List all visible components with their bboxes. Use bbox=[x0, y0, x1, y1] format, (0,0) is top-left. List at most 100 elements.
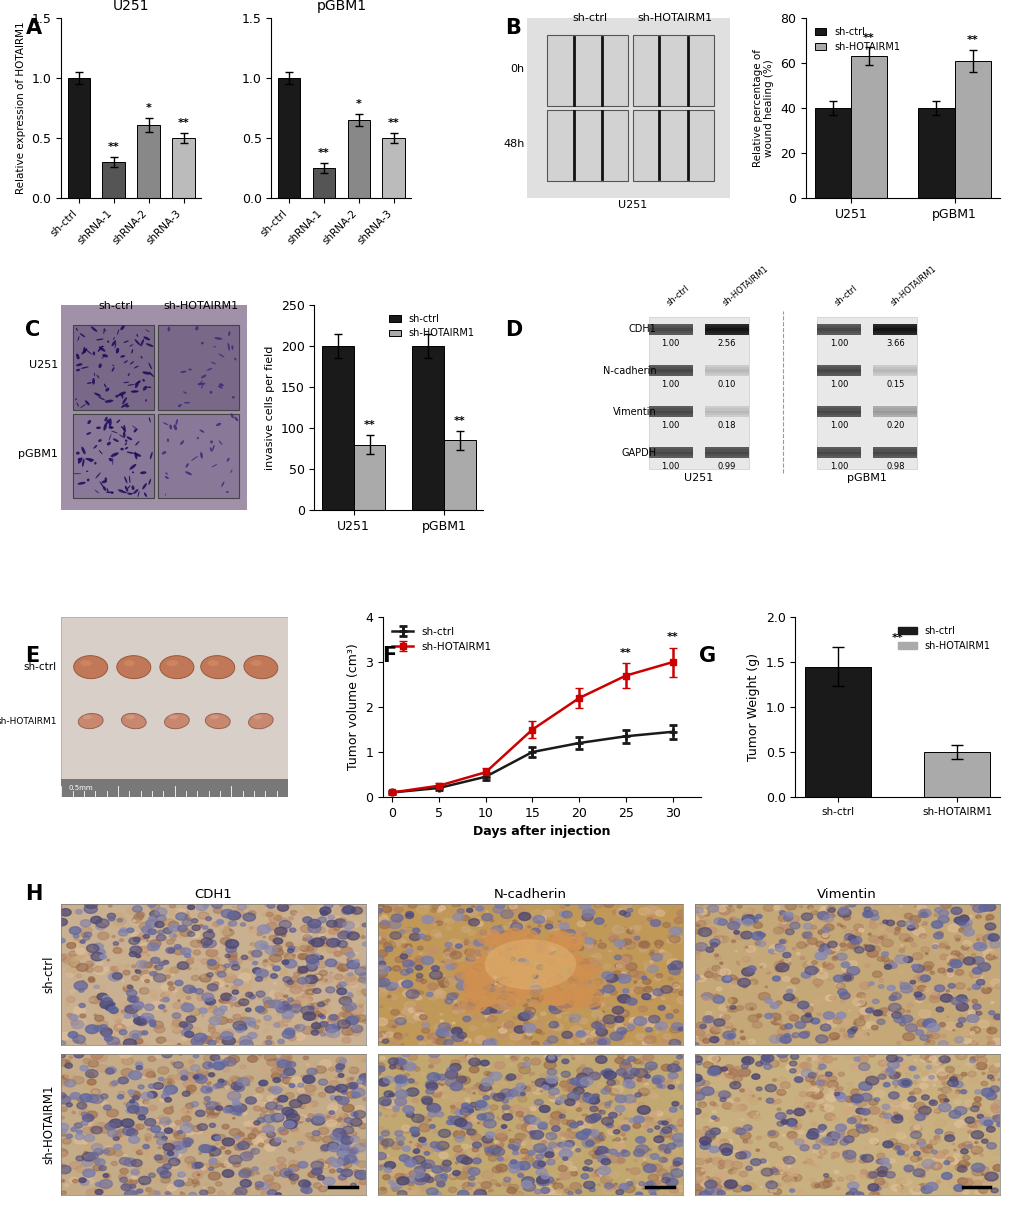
Circle shape bbox=[422, 1028, 429, 1033]
Circle shape bbox=[716, 969, 725, 975]
Circle shape bbox=[931, 1060, 941, 1065]
Circle shape bbox=[547, 960, 555, 966]
Circle shape bbox=[69, 1188, 73, 1190]
Circle shape bbox=[960, 1149, 967, 1154]
Circle shape bbox=[930, 1150, 936, 1154]
Circle shape bbox=[623, 1072, 635, 1079]
Circle shape bbox=[182, 1178, 194, 1185]
Bar bbox=[872, 408, 916, 410]
Circle shape bbox=[56, 919, 67, 926]
Circle shape bbox=[809, 926, 811, 927]
Circle shape bbox=[825, 961, 828, 963]
Circle shape bbox=[236, 1145, 243, 1149]
Circle shape bbox=[121, 1068, 132, 1077]
Circle shape bbox=[783, 993, 794, 1001]
Circle shape bbox=[570, 1171, 577, 1176]
Circle shape bbox=[172, 1075, 181, 1081]
Circle shape bbox=[896, 1042, 900, 1044]
Circle shape bbox=[497, 967, 528, 987]
Circle shape bbox=[507, 905, 516, 910]
Circle shape bbox=[721, 1032, 732, 1038]
Circle shape bbox=[259, 1080, 268, 1086]
Circle shape bbox=[302, 993, 311, 999]
Circle shape bbox=[341, 1004, 353, 1011]
Circle shape bbox=[704, 968, 709, 972]
Circle shape bbox=[395, 1034, 403, 1040]
Ellipse shape bbox=[99, 450, 103, 454]
Circle shape bbox=[161, 910, 167, 915]
Circle shape bbox=[213, 966, 223, 972]
Circle shape bbox=[883, 1107, 895, 1114]
Circle shape bbox=[357, 1166, 365, 1172]
Circle shape bbox=[397, 1142, 404, 1145]
Circle shape bbox=[628, 969, 638, 976]
Circle shape bbox=[91, 1095, 103, 1103]
Bar bbox=[632, 35, 713, 106]
Circle shape bbox=[454, 954, 465, 961]
Circle shape bbox=[234, 1002, 242, 1007]
Circle shape bbox=[147, 955, 149, 956]
Circle shape bbox=[967, 1123, 975, 1127]
Circle shape bbox=[490, 1038, 494, 1042]
Circle shape bbox=[721, 1067, 733, 1074]
Circle shape bbox=[308, 940, 315, 944]
Circle shape bbox=[786, 1065, 794, 1071]
Circle shape bbox=[248, 956, 254, 961]
Circle shape bbox=[207, 973, 213, 976]
Circle shape bbox=[562, 998, 574, 1007]
Circle shape bbox=[947, 968, 952, 972]
Circle shape bbox=[58, 938, 65, 943]
Circle shape bbox=[862, 1055, 869, 1059]
Ellipse shape bbox=[218, 354, 224, 357]
Circle shape bbox=[350, 958, 355, 962]
Circle shape bbox=[375, 1063, 384, 1069]
Circle shape bbox=[651, 1094, 657, 1098]
Circle shape bbox=[150, 1022, 156, 1027]
Circle shape bbox=[554, 1032, 558, 1034]
Circle shape bbox=[557, 921, 560, 922]
Circle shape bbox=[67, 1042, 69, 1043]
Circle shape bbox=[479, 967, 487, 972]
Circle shape bbox=[208, 929, 212, 933]
Circle shape bbox=[980, 1174, 983, 1176]
Bar bbox=[277, 78, 301, 198]
Ellipse shape bbox=[133, 489, 139, 494]
Circle shape bbox=[495, 979, 502, 982]
Circle shape bbox=[145, 937, 147, 939]
Circle shape bbox=[824, 1072, 832, 1077]
Circle shape bbox=[715, 935, 725, 941]
Circle shape bbox=[166, 947, 174, 954]
Circle shape bbox=[249, 1032, 258, 1038]
Circle shape bbox=[289, 1078, 301, 1085]
Circle shape bbox=[454, 1153, 466, 1160]
Circle shape bbox=[532, 995, 543, 1002]
Circle shape bbox=[333, 1026, 339, 1031]
Circle shape bbox=[137, 1019, 147, 1026]
Circle shape bbox=[548, 1144, 559, 1151]
Circle shape bbox=[397, 1102, 404, 1106]
Circle shape bbox=[395, 1179, 398, 1182]
Circle shape bbox=[774, 945, 785, 952]
Circle shape bbox=[496, 1115, 503, 1120]
Circle shape bbox=[291, 1131, 303, 1139]
Ellipse shape bbox=[109, 457, 112, 461]
Circle shape bbox=[882, 1141, 893, 1148]
Circle shape bbox=[934, 970, 940, 973]
Circle shape bbox=[401, 1073, 407, 1077]
Circle shape bbox=[467, 1129, 475, 1135]
Circle shape bbox=[562, 1158, 568, 1160]
Circle shape bbox=[142, 1031, 148, 1034]
Circle shape bbox=[947, 1158, 957, 1165]
Circle shape bbox=[145, 1101, 151, 1106]
Circle shape bbox=[660, 1121, 664, 1124]
Circle shape bbox=[769, 1003, 779, 1009]
Circle shape bbox=[437, 1143, 439, 1144]
Circle shape bbox=[315, 1021, 317, 1022]
Circle shape bbox=[877, 910, 882, 914]
Text: **: ** bbox=[966, 35, 977, 45]
Circle shape bbox=[677, 1085, 686, 1091]
Circle shape bbox=[75, 1156, 84, 1161]
Circle shape bbox=[311, 938, 324, 946]
Ellipse shape bbox=[122, 397, 126, 404]
Circle shape bbox=[643, 1164, 655, 1172]
